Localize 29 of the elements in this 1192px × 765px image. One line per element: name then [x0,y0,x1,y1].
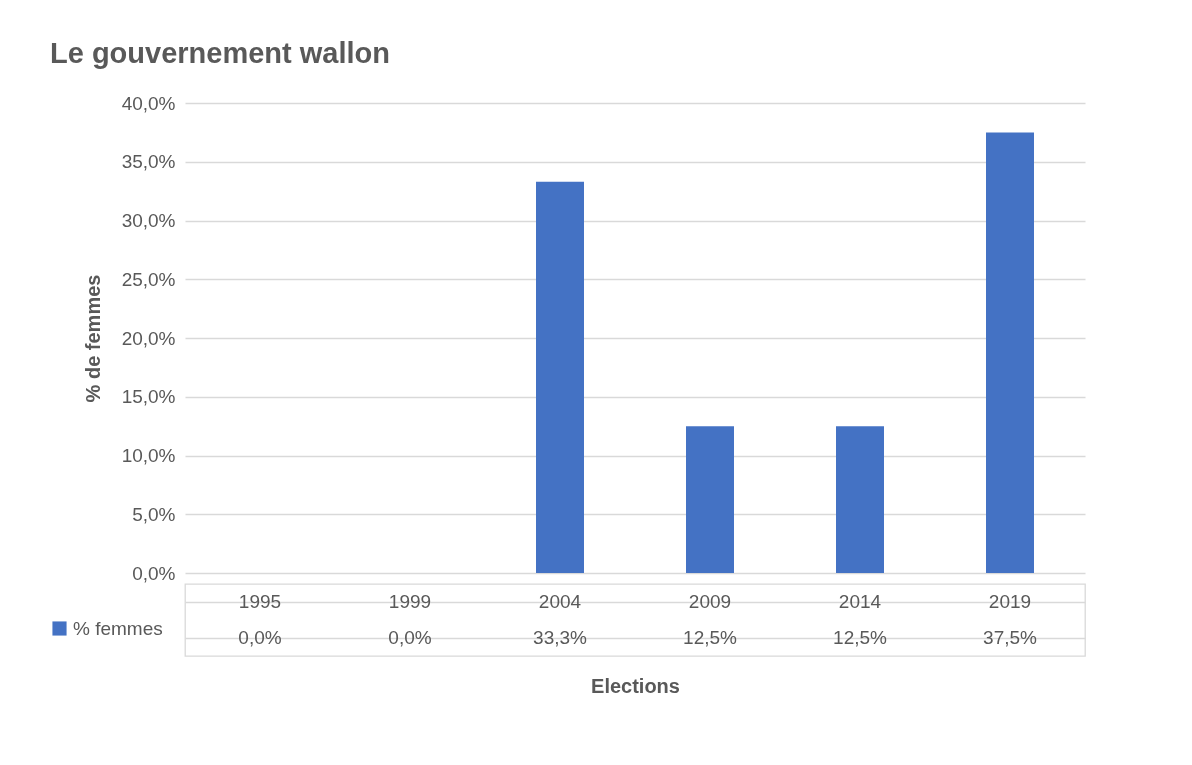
bar [986,132,1034,573]
y-tick-label: 25,0% [121,268,176,290]
x-tick-label: 1999 [388,591,432,612]
y-tick-label: 0,0% [132,562,176,584]
data-label: 33,3% [533,627,588,648]
bar [536,181,584,573]
x-tick-label: 2004 [538,591,582,612]
legend-label: % femmes [73,617,163,639]
bar [686,426,734,573]
y-tick-label: 35,0% [121,151,176,173]
y-tick-label: 40,0% [121,92,176,114]
chart-title: Le gouvernement wallon [50,37,390,69]
y-tick-label: 10,0% [121,445,176,466]
data-label: 0,0% [388,627,432,648]
bar [836,426,884,573]
x-tick-label: 1995 [238,591,282,612]
x-tick-label: 2019 [988,591,1032,612]
data-label: 37,5% [983,627,1038,648]
data-label: 0,0% [238,627,282,648]
x-tick-label: 2014 [838,591,882,612]
data-label: 12,5% [833,627,888,648]
x-tick-label: 2009 [688,591,732,612]
y-tick-label: 30,0% [121,210,176,231]
y-tick-label: 15,0% [121,386,176,408]
y-tick-label: 5,0% [132,503,176,525]
x-axis-title: Elections [591,674,680,697]
data-label: 12,5% [683,627,738,648]
y-axis-title: % de femmes [81,274,104,403]
y-tick-label: 20,0% [121,327,176,349]
